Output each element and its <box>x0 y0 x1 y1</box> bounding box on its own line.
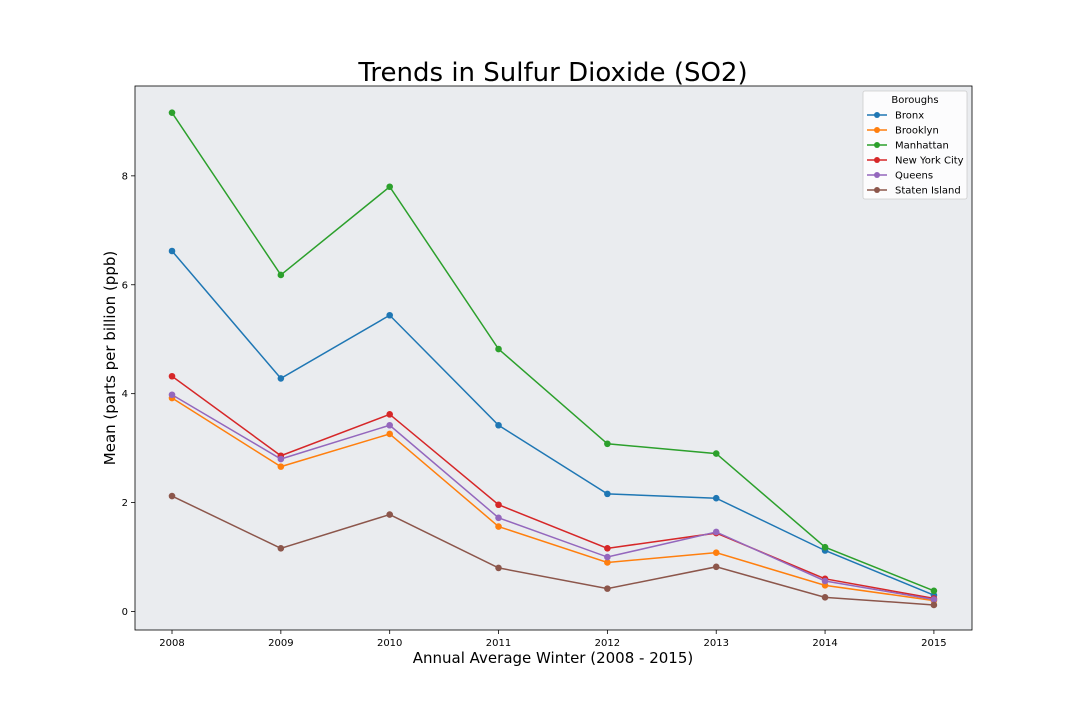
legend-swatch-marker <box>874 172 880 178</box>
legend-item-brooklyn: Brooklyn <box>867 126 939 137</box>
data-point-staten-island <box>277 545 285 552</box>
series-line-new-york-city <box>171 375 935 600</box>
legend-label: Brooklyn <box>895 126 939 137</box>
data-point-bronx <box>168 247 176 255</box>
data-point-bronx <box>495 421 502 429</box>
x-tick-label: 2012 <box>595 638 620 649</box>
data-point-staten-island <box>821 594 829 601</box>
series-line-brooklyn <box>171 397 935 602</box>
plot-area <box>134 85 973 631</box>
data-point-staten-island <box>495 564 502 572</box>
data-point-new-york-city <box>495 501 502 509</box>
data-point-manhattan <box>386 183 393 191</box>
legend-swatch-marker <box>874 112 880 118</box>
legend-item-staten-island: Staten Island <box>867 186 961 197</box>
legend-swatch-marker <box>874 187 880 193</box>
legend-item-new-york-city: New York City <box>867 156 964 167</box>
legend-label: Queens <box>895 171 933 182</box>
data-point-queens <box>277 455 285 463</box>
data-point-manhattan <box>930 587 938 595</box>
y-tick-label: 8 <box>122 171 128 182</box>
data-point-new-york-city <box>604 545 611 552</box>
data-point-manhattan <box>821 543 829 551</box>
x-axis: 2008 2009 2010 2011 2012 2013 2014 2015 <box>159 630 947 649</box>
data-point-manhattan <box>712 450 720 457</box>
data-point-bronx <box>712 494 720 502</box>
data-point-manhattan <box>277 271 285 279</box>
data-point-bronx <box>604 490 611 498</box>
x-axis-label: Annual Average Winter (2008 - 2015) <box>413 649 694 667</box>
series-line-bronx <box>171 250 935 596</box>
legend-label: Manhattan <box>895 141 949 152</box>
legend-box <box>862 90 968 200</box>
legend-swatch-marker <box>874 142 880 148</box>
data-point-brooklyn <box>495 523 502 530</box>
data-point-queens <box>386 421 393 429</box>
data-point-manhattan <box>604 440 611 448</box>
y-tick-label: 0 <box>122 607 128 618</box>
data-point-queens <box>168 391 176 399</box>
x-tick-label: 2014 <box>812 638 837 649</box>
series-staten-island <box>168 492 938 609</box>
legend-item-manhattan: Manhattan <box>867 141 949 152</box>
series-line-queens <box>171 394 935 601</box>
data-point-brooklyn <box>277 463 285 470</box>
legend-label: Staten Island <box>895 186 961 197</box>
legend-items: Bronx Brooklyn Manhattan New York City Queen… <box>867 111 964 197</box>
data-point-queens <box>495 514 502 522</box>
x-tick-label: 2008 <box>159 638 184 649</box>
y-tick-label: 4 <box>122 389 128 400</box>
y-axis-label: Mean (parts per billion (ppb) <box>101 251 119 465</box>
legend-item-bronx: Bronx <box>867 111 924 122</box>
data-point-brooklyn <box>712 549 720 556</box>
data-point-queens <box>712 528 720 536</box>
data-point-staten-island <box>386 511 393 518</box>
legend-swatch-marker <box>874 127 880 133</box>
chart-title: Trends in Sulfur Dioxide (SO2) <box>357 58 747 88</box>
data-point-manhattan <box>495 345 502 353</box>
x-tick-label: 2011 <box>486 638 511 649</box>
x-tick-label: 2013 <box>703 638 728 649</box>
y-tick-label: 2 <box>122 498 128 509</box>
legend-label: New York City <box>895 156 964 167</box>
data-point-manhattan <box>168 109 176 116</box>
data-point-staten-island <box>604 585 611 592</box>
data-point-brooklyn <box>386 430 393 438</box>
series-layer <box>168 109 938 609</box>
x-tick-label: 2009 <box>268 638 293 649</box>
data-point-queens <box>930 596 938 603</box>
data-point-bronx <box>386 311 393 319</box>
y-axis: 0 2 4 6 8 <box>122 171 135 618</box>
series-queens <box>168 391 938 603</box>
data-point-queens <box>821 577 829 585</box>
legend-title: Boroughs <box>891 95 938 106</box>
series-line-staten-island <box>171 495 934 606</box>
x-tick-label: 2015 <box>921 638 946 649</box>
data-point-new-york-city <box>168 372 176 380</box>
data-point-queens <box>604 553 611 561</box>
series-manhattan <box>168 109 938 595</box>
data-point-bronx <box>277 375 285 382</box>
data-point-new-york-city <box>386 411 393 418</box>
legend: Boroughs Bronx Brooklyn Manhattan New York … <box>862 90 968 200</box>
data-point-staten-island <box>712 563 720 571</box>
legend-swatch-marker <box>874 157 880 163</box>
series-line-manhattan <box>171 112 935 592</box>
data-point-brooklyn <box>604 559 611 566</box>
y-tick-label: 6 <box>122 280 128 291</box>
data-point-staten-island <box>168 492 176 500</box>
legend-item-queens: Queens <box>867 171 933 182</box>
data-point-staten-island <box>930 601 938 609</box>
x-tick-label: 2010 <box>377 638 402 649</box>
legend-label: Bronx <box>895 111 924 122</box>
